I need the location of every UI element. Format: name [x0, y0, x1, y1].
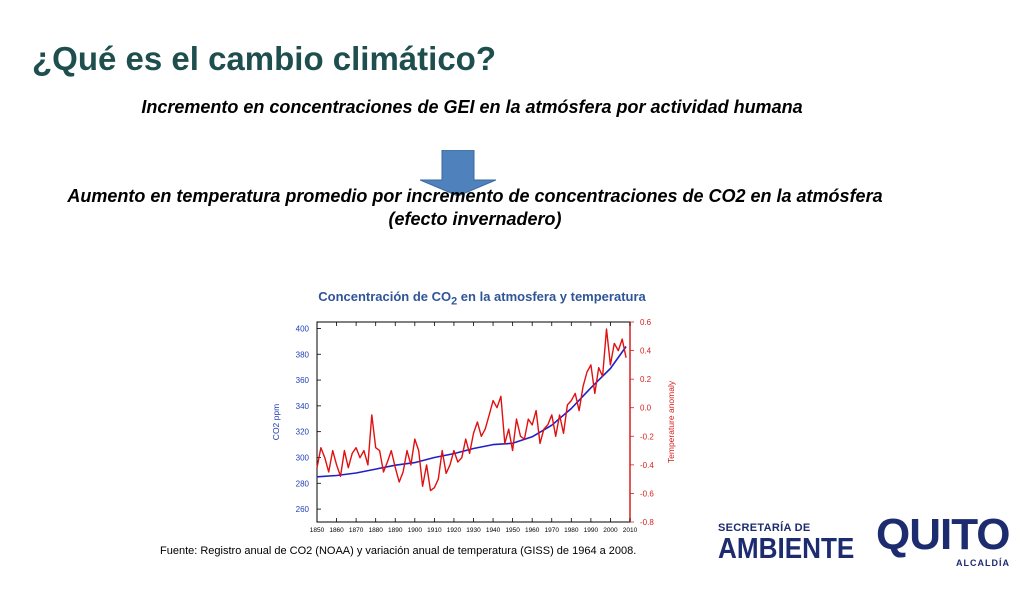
x-tick-label: 1970 [545, 527, 560, 534]
quito-alcaldia-logo: QUITO ALCALDÍA [876, 510, 1011, 569]
x-tick-label: 1940 [486, 527, 501, 534]
y-left-tick-label: 280 [296, 479, 310, 488]
x-tick-label: 1870 [349, 527, 364, 534]
x-tick-label: 1920 [447, 527, 462, 534]
x-tick-label: 1950 [505, 527, 520, 534]
co2-temperature-chart: 1850 1860 1870 1880 1890 1900 1910 1920 1930 1940… [271, 318, 676, 534]
co2-series-line [316, 346, 627, 478]
x-tick-label: 1960 [525, 527, 540, 534]
x-tick-label: 1990 [584, 527, 599, 534]
y-left-tick-label: 360 [296, 376, 310, 385]
y-right-tick-label: 0.2 [640, 375, 652, 384]
x-tick-label: 1930 [466, 527, 481, 534]
x-tick-label: 1850 [310, 527, 325, 534]
x-tick-label: 1860 [329, 527, 344, 534]
y-right-tick-label: -0.2 [640, 432, 654, 441]
down-arrow-icon [420, 150, 496, 196]
y-right-axis-label: Temperature anomaly [666, 380, 676, 463]
temperature-series-line [316, 328, 627, 492]
y-right-tick-label: 0.4 [640, 347, 652, 356]
y-right-tick-label: -0.4 [640, 461, 654, 470]
y-right-tick-label: 0.0 [640, 404, 652, 413]
y-left-tick-label: 340 [296, 402, 310, 411]
y-left-tick-label: 380 [296, 350, 310, 359]
source-footnote: Fuente: Registro anual de CO2 (NOAA) y v… [160, 545, 637, 557]
y-left-tick-label: 260 [296, 505, 310, 514]
x-tick-label: 1890 [388, 527, 403, 534]
chart-title: Concentración de CO2 en la atmosfera y t… [318, 289, 646, 308]
y-left-tick-label: 320 [296, 428, 310, 437]
plot-frame [316, 321, 631, 523]
slide-statement: Aumento en temperatura promedio por incr… [67, 186, 883, 229]
y-right-tick-label: 0.6 [640, 318, 652, 327]
x-tick-label: 1880 [368, 527, 383, 534]
y-left-tick-label: 400 [296, 324, 310, 333]
y-left-tick-label: 300 [296, 453, 310, 462]
x-tick-label: 2010 [623, 527, 638, 534]
secretaria-ambiente-logo: SECRETARÍA DE AMBIENTE [718, 522, 855, 565]
slide-title: ¿Qué es el cambio climático? [32, 40, 496, 77]
y-left-axis-label: CO2 ppm [271, 404, 281, 440]
y-right-tick-label: -0.8 [640, 518, 654, 527]
x-tick-label: 1900 [408, 527, 423, 534]
y-right-tick-label: -0.6 [640, 489, 654, 498]
x-tick-label: 1910 [427, 527, 442, 534]
x-tick-label: 2000 [603, 527, 618, 534]
x-tick-label: 1980 [564, 527, 579, 534]
slide-subtitle: Incremento en concentraciones de GEI en … [141, 97, 803, 117]
